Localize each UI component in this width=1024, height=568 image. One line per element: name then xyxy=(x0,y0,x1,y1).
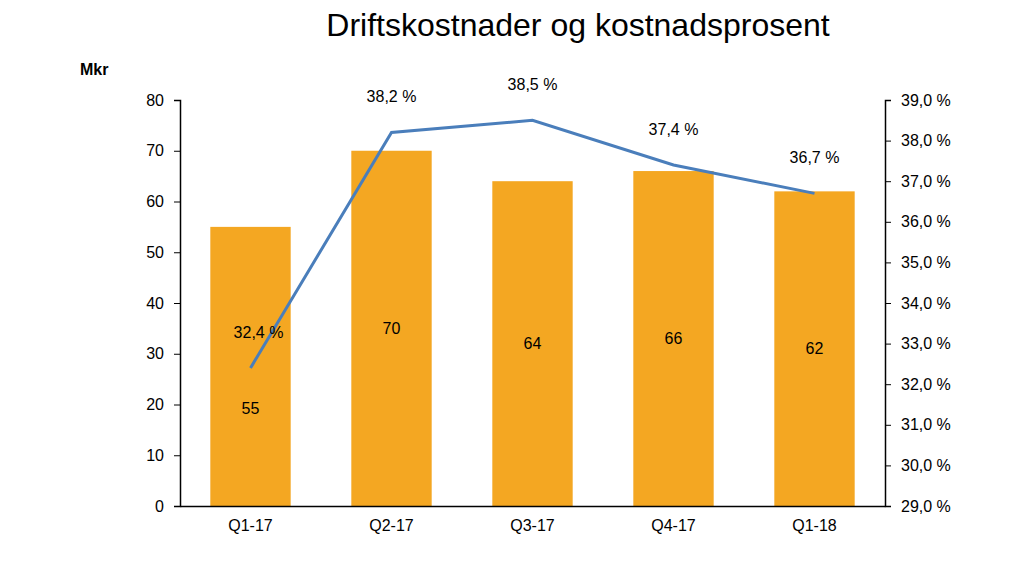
tick: 33,0 % xyxy=(885,335,951,352)
plot: 55 70 64 66 62 32,4 % 38,2 % 38,5 % 37,4 % 36,7 %… xyxy=(146,76,951,534)
tick: 50 xyxy=(146,244,180,261)
data-label: 55 xyxy=(242,400,260,417)
tick-mark xyxy=(174,354,180,355)
tick-label: Q4-17 xyxy=(651,517,696,534)
tick-label: 39,0 % xyxy=(901,92,951,109)
tick-label: 30,0 % xyxy=(901,457,951,474)
y-axis-title: Mkr xyxy=(80,61,108,78)
tick: 60 xyxy=(146,193,180,210)
tick: Q4-17 xyxy=(651,506,696,534)
tick-mark xyxy=(174,405,180,406)
tick-mark xyxy=(885,262,891,263)
tick-mark xyxy=(885,344,891,345)
axis: Q1-17 Q2-17 Q3-17 Q4-17 Q1-18 xyxy=(181,506,886,534)
tick-label: 31,0 % xyxy=(901,416,951,433)
tick-label: 40 xyxy=(146,295,164,312)
tick-label: 29,0 % xyxy=(901,498,951,515)
tick: 35,0 % xyxy=(885,254,951,271)
data-label: 62 xyxy=(806,340,824,357)
tick: Q1-17 xyxy=(228,506,273,534)
tick: 34,0 % xyxy=(885,295,951,312)
axis: 0 10 20 30 40 50 60 70 80 xyxy=(146,92,180,515)
tick-label: 50 xyxy=(146,244,164,261)
tick-label: Q1-17 xyxy=(228,517,273,534)
chart: Driftskostnader og kostnadsprosent Mkr 55 7… xyxy=(0,0,1024,568)
tick-label: Q1-18 xyxy=(792,517,837,534)
tick: 29,0 % xyxy=(885,498,951,515)
bar xyxy=(774,191,854,506)
tick-mark xyxy=(174,252,180,253)
tick-label: 34,0 % xyxy=(901,295,951,312)
tick-mark xyxy=(885,141,891,142)
data-label: 37,4 % xyxy=(649,121,699,138)
tick-mark xyxy=(174,100,180,101)
data-labels: 55 70 64 66 62 32,4 % 38,2 % 38,5 % 37,4 % 36,7 % xyxy=(234,76,840,417)
tick: 20 xyxy=(146,396,180,413)
tick-label: 32,0 % xyxy=(901,376,951,393)
tick-mark xyxy=(174,303,180,304)
data-label: 64 xyxy=(524,335,542,352)
bar xyxy=(351,151,431,506)
data-label: 70 xyxy=(383,320,401,337)
tick-mark xyxy=(885,181,891,182)
tick-mark xyxy=(885,384,891,385)
tick-label: 37,0 % xyxy=(901,173,951,190)
tick-mark xyxy=(885,222,891,223)
title: Driftskostnader og kostnadsprosent xyxy=(326,7,829,43)
axis: 29,0 % 30,0 % 31,0 % 32,0 % 33,0 % 34,0 % 35,0… xyxy=(885,92,951,515)
tick-mark xyxy=(885,100,891,101)
tick: Q2-17 xyxy=(369,506,414,534)
tick-label: 38,0 % xyxy=(901,132,951,149)
tick: 70 xyxy=(146,142,180,159)
tick: 38,0 % xyxy=(885,132,951,149)
tick: 0 xyxy=(155,498,180,515)
tick: 31,0 % xyxy=(885,416,951,433)
tick-label: 36,0 % xyxy=(901,213,951,230)
data-label: 32,4 % xyxy=(234,324,284,341)
tick-mark xyxy=(885,425,891,426)
tick-label: 35,0 % xyxy=(901,254,951,271)
axis-line xyxy=(174,101,181,507)
tick-mark xyxy=(885,506,891,507)
tick-label: Q3-17 xyxy=(510,517,555,534)
data-label: 36,7 % xyxy=(790,149,840,166)
line xyxy=(251,120,815,368)
axis-line xyxy=(181,506,886,508)
tick-label: Q2-17 xyxy=(369,517,414,534)
tick: 36,0 % xyxy=(885,213,951,230)
data-label: 38,2 % xyxy=(367,88,417,105)
tick-label: 60 xyxy=(146,193,164,210)
tick: 37,0 % xyxy=(885,173,951,190)
tick: 39,0 % xyxy=(885,92,951,109)
tick: 80 xyxy=(146,92,180,109)
axis-line xyxy=(886,101,892,507)
tick-label: 30 xyxy=(146,345,164,362)
tick-mark xyxy=(174,202,180,203)
tick-mark xyxy=(885,465,891,466)
tick-label: 33,0 % xyxy=(901,335,951,352)
tick-mark xyxy=(174,506,180,507)
tick: 32,0 % xyxy=(885,376,951,393)
marks xyxy=(210,120,854,506)
tick-mark xyxy=(174,151,180,152)
bar xyxy=(492,181,572,506)
tick-label: 0 xyxy=(155,498,164,515)
tick: Q1-18 xyxy=(792,506,837,534)
tick-label: 20 xyxy=(146,396,164,413)
tick: 30,0 % xyxy=(885,457,951,474)
tick-label: 70 xyxy=(146,142,164,159)
tick: 30 xyxy=(146,345,180,362)
tick-mark xyxy=(885,303,891,304)
tick: 10 xyxy=(146,447,180,464)
data-label: 38,5 % xyxy=(508,76,558,93)
tick-mark xyxy=(174,455,180,456)
tick: 40 xyxy=(146,295,180,312)
bar xyxy=(633,171,713,506)
data-label: 66 xyxy=(665,330,683,347)
tick: Q3-17 xyxy=(510,506,555,534)
tick-label: 80 xyxy=(146,92,164,109)
tick-label: 10 xyxy=(146,447,164,464)
